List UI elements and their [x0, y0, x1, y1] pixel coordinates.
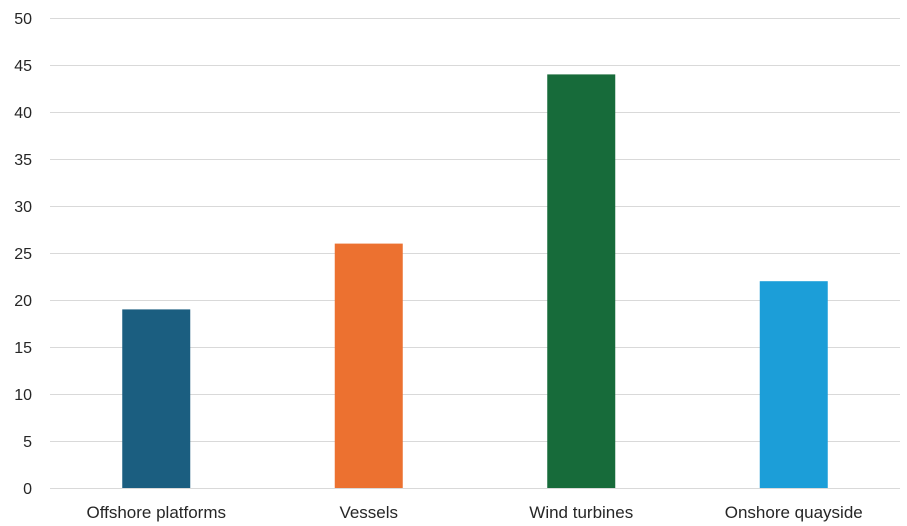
gridlines	[50, 18, 900, 489]
y-tick-label: 0	[23, 481, 32, 498]
y-tick-label: 45	[14, 58, 32, 75]
x-category-label: Onshore quayside	[725, 503, 863, 522]
y-tick-label: 10	[14, 387, 32, 404]
bars	[122, 74, 828, 489]
bar-vessels	[334, 243, 403, 488]
bar-wind-turbines	[547, 74, 616, 489]
y-tick-label: 15	[14, 340, 32, 357]
x-category-label: Wind turbines	[529, 503, 633, 522]
y-tick-label: 20	[14, 293, 32, 310]
y-tick-label: 25	[14, 246, 32, 263]
x-category-label: Offshore platforms	[86, 503, 226, 522]
y-tick-label: 5	[23, 434, 32, 451]
y-tick-label: 50	[14, 11, 32, 28]
x-category-label: Vessels	[339, 503, 398, 522]
y-axis-tick-labels: 0 5 10 15 20 25 30 35 40 45 50	[14, 11, 32, 498]
bar-offshore-platforms	[122, 309, 191, 488]
x-axis-category-labels: Offshore platforms Vessels Wind turbines On…	[86, 503, 862, 522]
y-tick-label: 30	[14, 199, 32, 216]
y-tick-label: 40	[14, 105, 32, 122]
y-tick-label: 35	[14, 152, 32, 169]
bar-onshore-quayside	[759, 281, 828, 488]
